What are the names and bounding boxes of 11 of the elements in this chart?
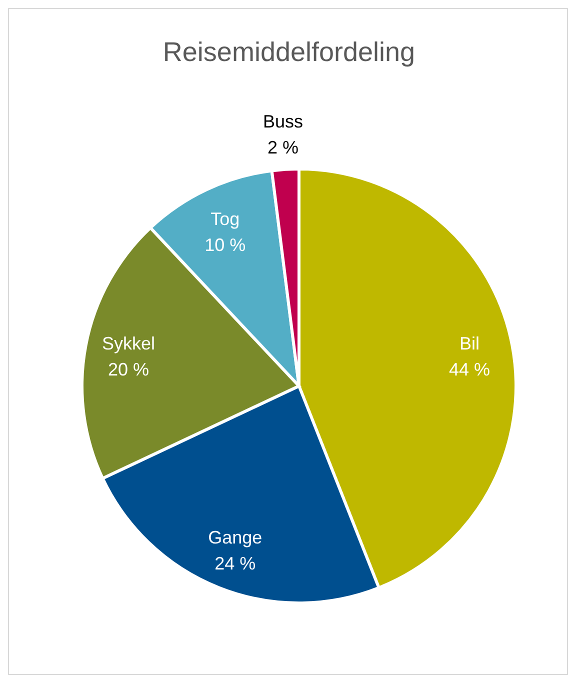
data-label: 20 % xyxy=(108,359,149,380)
data-label: 10 % xyxy=(204,234,246,255)
slice-label: Bil xyxy=(460,333,480,354)
slice-label: Buss xyxy=(262,112,304,132)
data-label: 44 % xyxy=(449,359,490,380)
slice-label: Sykkel xyxy=(102,333,155,354)
slice-label: Tog xyxy=(210,208,240,229)
data-label: 24 % xyxy=(214,553,256,574)
chart-title: Reisemiddelfordeling xyxy=(162,37,416,68)
slice-label: Gange xyxy=(208,527,262,548)
data-label: 2 % xyxy=(267,138,299,158)
